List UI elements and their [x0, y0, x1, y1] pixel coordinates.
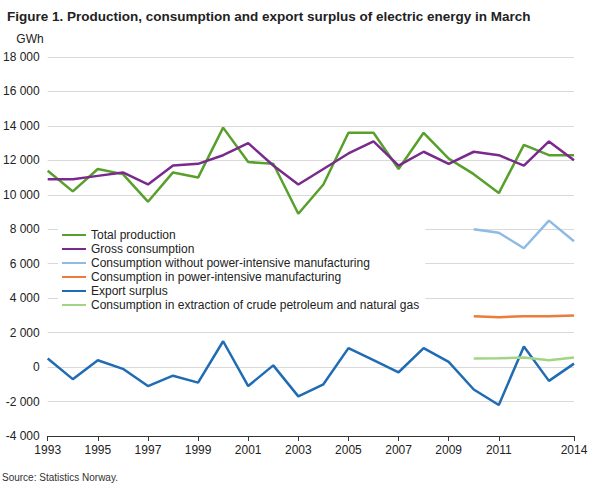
svg-text:6 000: 6 000 — [10, 257, 40, 271]
svg-text:2005: 2005 — [335, 443, 362, 457]
svg-text:1999: 1999 — [185, 443, 212, 457]
svg-text:2003: 2003 — [285, 443, 312, 457]
svg-text:GWh: GWh — [16, 32, 43, 46]
svg-text:1997: 1997 — [135, 443, 162, 457]
svg-text:8 000: 8 000 — [10, 222, 40, 236]
svg-text:Total production: Total production — [91, 228, 176, 242]
svg-text:2 000: 2 000 — [10, 326, 40, 340]
svg-text:0: 0 — [33, 360, 40, 374]
svg-text:Export surplus: Export surplus — [91, 284, 168, 298]
svg-text:Figure 1. Production, consumpt: Figure 1. Production, consumption and ex… — [7, 9, 531, 24]
svg-text:16 000: 16 000 — [3, 84, 40, 98]
svg-text:Consumption in power-intensive: Consumption in power-intensive manufactu… — [91, 270, 341, 284]
svg-text:10 000: 10 000 — [3, 188, 40, 202]
svg-text:-4 000: -4 000 — [6, 429, 40, 443]
svg-text:4 000: 4 000 — [10, 291, 40, 305]
svg-text:2001: 2001 — [235, 443, 262, 457]
svg-text:14 000: 14 000 — [3, 119, 40, 133]
svg-text:-2 000: -2 000 — [6, 395, 40, 409]
svg-text:18 000: 18 000 — [3, 50, 40, 64]
svg-text:Consumption in extraction of c: Consumption in extraction of crude petro… — [91, 298, 419, 312]
svg-text:Consumption without power-inte: Consumption without power-intensive manu… — [91, 256, 370, 270]
svg-text:2009: 2009 — [435, 443, 462, 457]
svg-text:2007: 2007 — [385, 443, 412, 457]
svg-text:2011: 2011 — [486, 443, 512, 457]
svg-text:Source: Statistics Norway.: Source: Statistics Norway. — [2, 472, 118, 483]
svg-text:12 000: 12 000 — [3, 153, 40, 167]
svg-text:2014: 2014 — [561, 443, 588, 457]
svg-text:1993: 1993 — [34, 443, 61, 457]
svg-text:1995: 1995 — [84, 443, 111, 457]
svg-text:Gross consumption: Gross consumption — [91, 242, 194, 256]
